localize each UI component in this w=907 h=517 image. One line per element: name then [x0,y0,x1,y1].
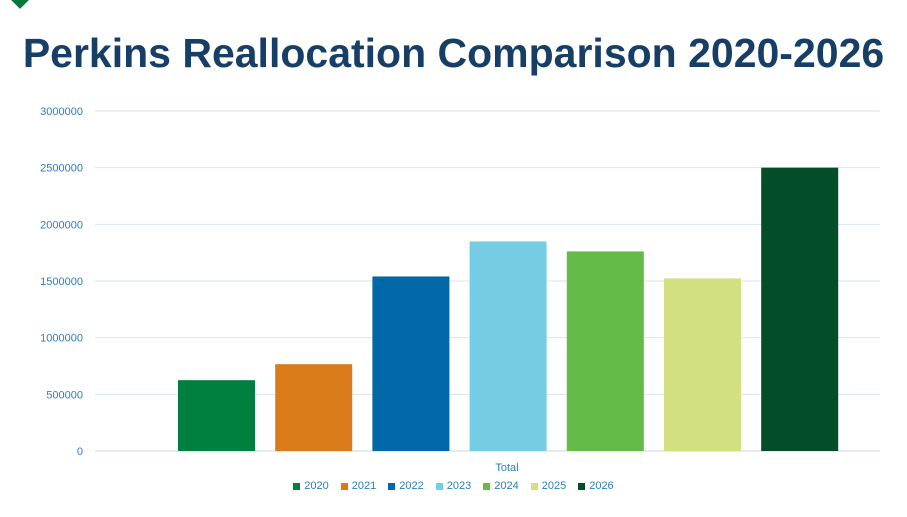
bar-2021 [275,364,353,451]
legend-label: 2023 [446,480,472,492]
legend-swatch [435,482,443,490]
legend-item: 2023 [435,480,472,492]
y-tick-label: 2000000 [40,219,83,231]
bar-2022 [372,276,450,451]
y-tick-label: 3000000 [40,106,83,118]
legend-swatch [293,482,301,490]
legend-item: 2026 [578,480,614,492]
legend: 2020 2021 2022 2023 2024 2025 2026 [0,480,907,492]
legend-swatch [530,482,538,490]
legend-item: 2020 [293,480,329,492]
bar-2025 [664,278,741,451]
bar-2024 [566,251,644,451]
legend-swatch [388,482,396,490]
legend-item: 2025 [530,480,567,492]
bar-2020 [178,380,255,451]
x-tick-label: Total [495,462,518,474]
y-tick-label: 1500000 [40,276,83,288]
chart-title: Perkins Reallocation Comparison 2020-202… [22,30,885,76]
bar-2023 [469,241,547,451]
legend-swatch [578,482,586,490]
legend-item: 2024 [483,480,519,492]
legend-label: 2024 [494,480,519,492]
legend-label: 2022 [399,480,424,492]
legend-label: 2026 [589,480,614,492]
legend-item: 2022 [388,480,424,492]
legend-swatch [340,482,348,490]
y-tick-label: 0 [77,446,83,458]
legend-label: 2025 [541,480,567,492]
legend-item: 2021 [340,480,377,492]
y-tick-label: 2500000 [40,163,83,175]
legend-swatch [483,482,491,490]
legend-label: 2020 [304,480,329,492]
y-tick-label: 1000000 [40,333,83,345]
y-tick-label: 500000 [46,389,83,401]
legend-label: 2021 [351,480,377,492]
bar-2026 [761,167,839,451]
